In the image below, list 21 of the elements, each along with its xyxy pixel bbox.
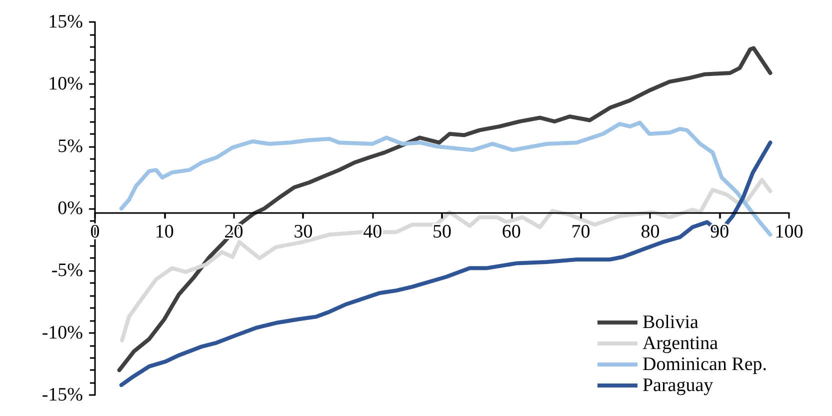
y-tick-label: 15% (48, 12, 84, 32)
legend-label: Bolivia (642, 312, 699, 333)
x-tick-label: 10 (154, 222, 174, 242)
y-tick-label: -10% (42, 322, 84, 344)
x-tick-label: 100 (774, 222, 804, 242)
y-tick-label: 0% (58, 198, 84, 219)
y-tick-label: -5% (51, 260, 84, 282)
x-tick-label: 50 (432, 222, 452, 242)
x-tick-label: 60 (502, 222, 521, 242)
line-series (117, 46, 772, 372)
x-tick-label: 40 (363, 222, 382, 242)
y-tick-label: 10% (48, 74, 84, 95)
legend-label: Paraguay (642, 375, 714, 396)
legend-label: Dominican Rep. (642, 354, 767, 375)
legend-label: Argentina (642, 333, 719, 354)
x-tick-label: 30 (294, 222, 313, 242)
line-series (119, 120, 772, 237)
y-tick-label: -15% (42, 384, 84, 406)
x-tick-label: 80 (640, 222, 660, 242)
y-tick-label: 5% (58, 136, 84, 157)
x-tick-label: 70 (571, 222, 590, 242)
